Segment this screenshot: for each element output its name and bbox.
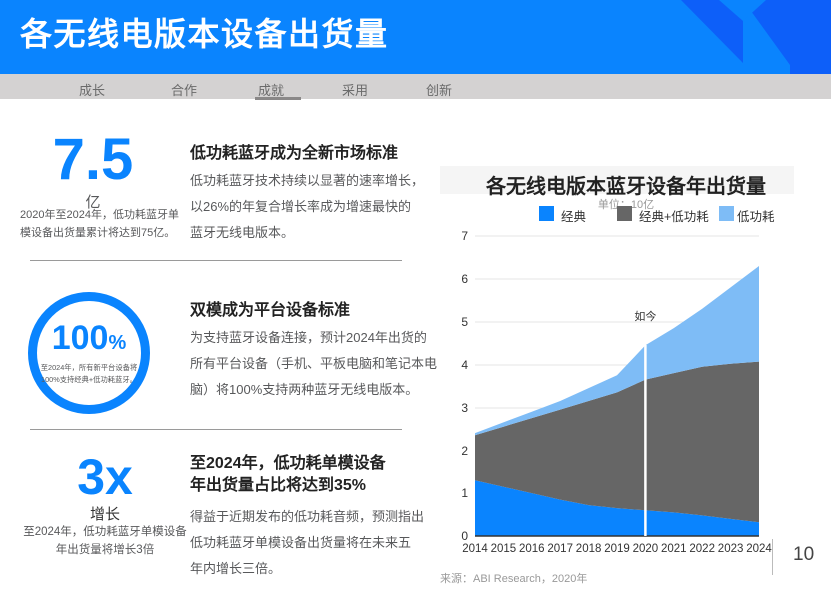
svg-text:5: 5 bbox=[461, 315, 468, 329]
svg-text:2015: 2015 bbox=[491, 543, 517, 555]
svg-text:如今: 如今 bbox=[634, 309, 656, 323]
svg-text:2019: 2019 bbox=[604, 543, 630, 555]
svg-text:2022: 2022 bbox=[689, 543, 715, 555]
svg-text:2023: 2023 bbox=[718, 543, 744, 555]
svg-text:2016: 2016 bbox=[519, 543, 545, 555]
svg-text:2020: 2020 bbox=[633, 543, 659, 555]
svg-text:7: 7 bbox=[461, 229, 468, 243]
svg-text:1: 1 bbox=[461, 486, 468, 500]
svg-text:6: 6 bbox=[461, 272, 468, 286]
svg-text:2018: 2018 bbox=[576, 543, 602, 555]
svg-text:0: 0 bbox=[461, 529, 468, 543]
svg-text:2017: 2017 bbox=[547, 543, 573, 555]
svg-text:2: 2 bbox=[461, 444, 468, 458]
svg-text:2024: 2024 bbox=[746, 543, 772, 555]
svg-text:2021: 2021 bbox=[661, 543, 687, 555]
svg-text:4: 4 bbox=[461, 358, 468, 372]
svg-text:2014: 2014 bbox=[462, 543, 488, 555]
svg-text:3: 3 bbox=[461, 401, 468, 415]
